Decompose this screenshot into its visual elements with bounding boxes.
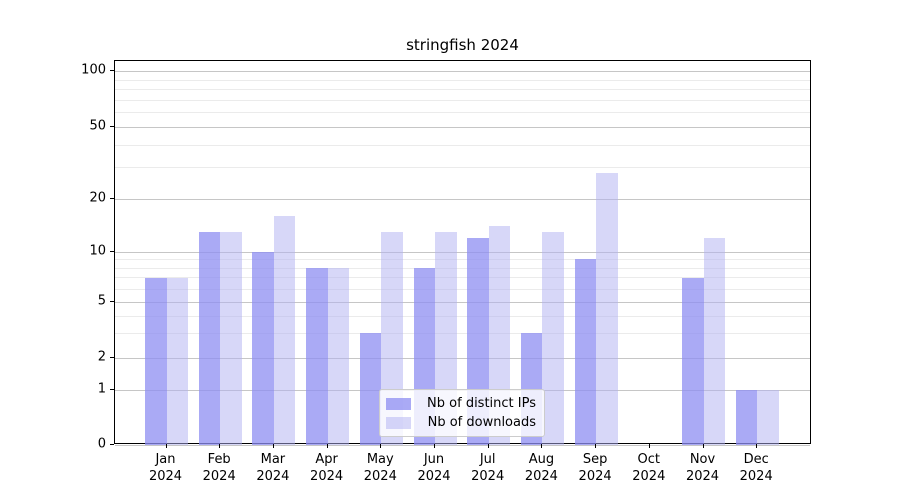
y-tick-mark xyxy=(110,301,114,302)
x-tick-label-mar: Mar 2024 xyxy=(256,452,290,484)
bar-nov-downloads xyxy=(703,237,725,445)
minor-gridline xyxy=(115,289,810,290)
bar-dec-downloads xyxy=(757,389,779,445)
y-tick-label: 0 xyxy=(97,436,106,452)
y-tick-label: 1 xyxy=(97,381,106,396)
bar-apr-distinct-ips xyxy=(306,267,328,445)
x-tick-label-oct: Oct 2024 xyxy=(632,452,666,484)
y-tick-mark xyxy=(110,251,114,252)
x-tick-label-apr: Apr 2024 xyxy=(310,452,344,484)
minor-gridline xyxy=(115,333,810,334)
x-tick-label-sep: Sep 2024 xyxy=(578,452,612,484)
bar-sep-downloads xyxy=(596,172,618,445)
y-tick-mark xyxy=(110,444,114,445)
minor-gridline xyxy=(115,100,810,101)
bar-feb-downloads xyxy=(220,231,242,445)
major-gridline xyxy=(115,127,810,128)
legend-swatch-downloads xyxy=(386,416,411,429)
plot-area xyxy=(114,60,811,446)
y-tick-mark xyxy=(110,357,114,358)
bar-may-distinct-ips xyxy=(359,333,382,445)
legend-label-distinct-ips: Nb of distinct IPs xyxy=(427,396,536,411)
minor-gridline xyxy=(115,112,810,113)
major-gridline xyxy=(115,358,810,359)
major-gridline xyxy=(115,445,810,446)
x-tick-mark xyxy=(327,444,328,448)
x-tick-mark xyxy=(273,444,274,448)
x-tick-mark xyxy=(595,444,596,448)
x-tick-mark xyxy=(649,444,650,448)
bar-mar-downloads xyxy=(273,215,296,445)
legend-swatch-distinct-ips xyxy=(386,397,411,410)
y-tick-mark xyxy=(110,389,114,390)
y-tick-mark xyxy=(110,70,114,71)
bar-jan-downloads xyxy=(166,277,188,445)
x-tick-label-aug: Aug 2024 xyxy=(524,452,558,484)
y-tick-label: 100 xyxy=(81,62,106,78)
minor-gridline xyxy=(115,89,810,90)
bar-feb-distinct-ips xyxy=(198,231,221,445)
minor-gridline xyxy=(115,316,810,317)
bar-apr-downloads xyxy=(327,267,350,445)
bar-nov-distinct-ips xyxy=(682,277,704,445)
major-gridline xyxy=(115,71,810,72)
x-tick-mark xyxy=(541,444,542,448)
y-tick-label: 20 xyxy=(89,190,106,206)
minor-gridline xyxy=(115,259,810,260)
x-tick-label-jul: Jul 2024 xyxy=(471,452,505,484)
minor-gridline xyxy=(115,277,810,278)
x-tick-mark xyxy=(434,444,435,448)
major-gridline xyxy=(115,199,810,200)
minor-gridline xyxy=(115,145,810,146)
x-tick-label-may: May 2024 xyxy=(363,452,397,484)
minor-gridline xyxy=(115,268,810,269)
y-tick-label: 2 xyxy=(97,349,106,365)
x-tick-label-jan: Jan 2024 xyxy=(148,452,183,484)
x-tick-mark xyxy=(488,444,489,448)
legend-row-distinct-ips: Nb of distinct IPs xyxy=(386,395,536,412)
y-tick-label: 10 xyxy=(89,243,106,258)
major-gridline xyxy=(115,302,810,303)
x-tick-mark xyxy=(756,444,757,448)
x-tick-label-dec: Dec 2024 xyxy=(739,452,773,484)
minor-gridline xyxy=(115,167,810,168)
x-tick-label-feb: Feb 2024 xyxy=(202,452,236,484)
bar-sep-distinct-ips xyxy=(574,259,597,445)
x-tick-label-jun: Jun 2024 xyxy=(417,452,451,484)
x-tick-mark xyxy=(219,444,220,448)
legend-label-downloads: Nb of downloads xyxy=(427,415,536,430)
legend-row-downloads: Nb of downloads xyxy=(386,414,536,431)
x-tick-mark xyxy=(380,444,381,448)
y-tick-mark xyxy=(110,126,114,127)
legend: Nb of distinct IPs Nb of downloads xyxy=(379,389,545,437)
x-tick-mark xyxy=(703,444,704,448)
x-tick-label-nov: Nov 2024 xyxy=(685,452,720,484)
bar-dec-distinct-ips xyxy=(735,389,758,445)
chart-title: stringfish 2024 xyxy=(406,36,519,54)
bar-aug-downloads xyxy=(542,231,564,445)
bar-jan-distinct-ips xyxy=(145,277,167,445)
minor-gridline xyxy=(115,80,810,81)
bar-mar-distinct-ips xyxy=(252,251,274,445)
y-tick-label: 5 xyxy=(97,293,106,309)
y-tick-label: 50 xyxy=(89,118,106,134)
major-gridline xyxy=(115,252,810,253)
x-tick-mark xyxy=(166,444,167,448)
y-tick-mark xyxy=(110,198,114,199)
